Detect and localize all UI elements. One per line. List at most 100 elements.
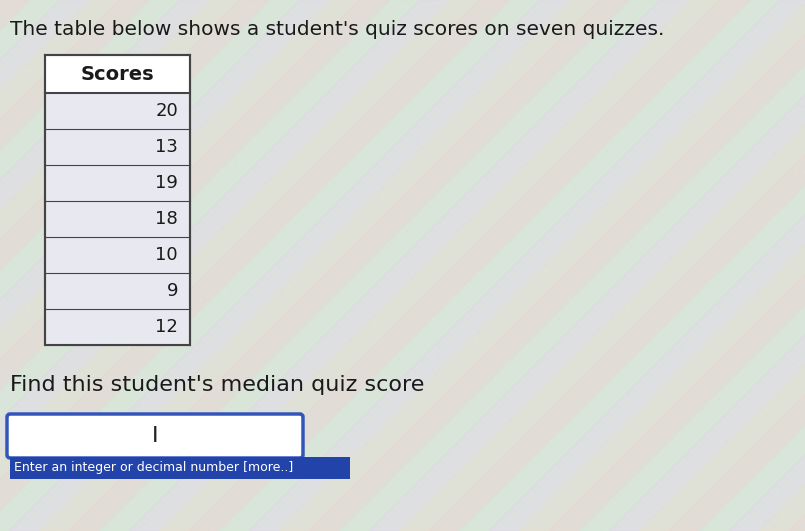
Point <box>535 269 547 278</box>
Point <box>250 309 263 317</box>
Point <box>386 487 399 495</box>
Point <box>346 184 359 193</box>
Point <box>157 127 170 136</box>
Point <box>518 516 531 524</box>
Point <box>429 275 442 284</box>
Point <box>208 451 221 459</box>
Point <box>477 169 490 177</box>
Point <box>133 524 146 531</box>
Point <box>602 463 615 472</box>
Point <box>231 513 244 522</box>
Point <box>610 334 623 342</box>
Point <box>547 476 560 485</box>
Point <box>202 348 215 357</box>
Point <box>514 427 526 435</box>
Point <box>459 169 472 177</box>
Point <box>786 270 799 279</box>
Point <box>85 199 98 208</box>
Point <box>239 297 252 306</box>
Point <box>478 88 491 97</box>
Point <box>568 273 581 282</box>
Point <box>269 440 282 448</box>
Point <box>730 239 743 248</box>
Point <box>192 348 204 356</box>
Point <box>687 484 700 492</box>
Point <box>590 397 603 405</box>
Point <box>0 22 12 30</box>
Point <box>470 231 483 239</box>
Point <box>139 83 152 92</box>
Point <box>691 55 704 63</box>
Point <box>667 411 679 419</box>
Point <box>291 411 304 419</box>
Point <box>13 450 26 459</box>
Point <box>237 421 250 430</box>
Point <box>425 260 438 268</box>
Point <box>402 226 415 235</box>
Point <box>167 306 180 314</box>
Point <box>329 99 342 108</box>
Point <box>477 406 490 415</box>
Point <box>88 51 101 59</box>
Point <box>254 15 267 24</box>
Point <box>278 144 291 153</box>
Point <box>220 429 233 438</box>
Point <box>381 207 394 216</box>
Point <box>381 174 394 182</box>
Point <box>760 475 773 484</box>
Point <box>483 421 496 430</box>
Point <box>535 345 547 353</box>
Point <box>602 9 615 18</box>
Point <box>336 33 349 42</box>
Point <box>283 258 295 267</box>
Point <box>545 50 558 59</box>
Point <box>136 231 149 239</box>
Point <box>633 365 646 374</box>
Point <box>568 379 581 387</box>
Point <box>342 194 355 203</box>
Point <box>327 42 340 51</box>
Point <box>743 495 756 503</box>
Point <box>75 210 88 218</box>
Point <box>105 412 118 420</box>
Point <box>10 419 23 428</box>
Point <box>178 449 191 457</box>
Point <box>652 169 665 178</box>
Point <box>99 393 112 402</box>
Point <box>646 521 658 530</box>
Point <box>21 439 34 448</box>
Point <box>40 178 53 187</box>
Point <box>687 318 700 327</box>
Point <box>185 388 198 397</box>
Text: Find this student's median quiz score: Find this student's median quiz score <box>10 375 424 395</box>
Polygon shape <box>309 0 805 531</box>
Point <box>233 399 246 407</box>
Point <box>681 518 694 526</box>
Point <box>126 494 138 502</box>
Polygon shape <box>9 0 570 531</box>
Point <box>386 521 398 529</box>
Point <box>508 139 521 148</box>
Point <box>467 280 480 288</box>
Point <box>687 115 700 124</box>
Point <box>327 197 340 205</box>
Point <box>462 63 475 72</box>
Point <box>783 175 796 183</box>
Point <box>178 290 191 298</box>
Point <box>769 125 782 134</box>
Point <box>203 526 216 531</box>
Point <box>774 301 786 309</box>
Point <box>254 490 266 499</box>
Point <box>407 33 419 42</box>
Point <box>290 417 303 426</box>
Point <box>23 331 36 340</box>
Point <box>290 293 303 301</box>
Point <box>64 64 77 72</box>
Point <box>202 461 215 470</box>
Point <box>253 134 266 143</box>
Point <box>353 97 365 105</box>
Point <box>504 367 517 375</box>
Point <box>778 365 791 374</box>
Point <box>395 463 408 472</box>
Point <box>697 371 710 379</box>
